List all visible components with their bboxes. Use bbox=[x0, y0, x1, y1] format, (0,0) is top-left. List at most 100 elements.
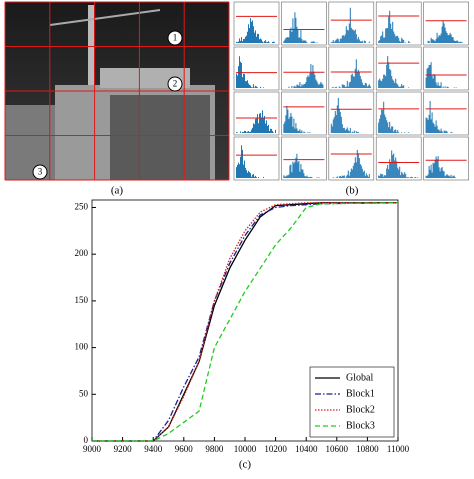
histogram-bar bbox=[453, 175, 455, 178]
histogram-bar bbox=[317, 83, 319, 88]
histogram-bar bbox=[351, 73, 353, 88]
histogram-bar bbox=[429, 169, 431, 178]
histogram-bar bbox=[306, 42, 308, 43]
histogram-bar bbox=[448, 34, 450, 43]
y-tick-label: 150 bbox=[75, 295, 89, 305]
histogram-bar bbox=[258, 176, 259, 178]
histogram-bar bbox=[451, 132, 453, 133]
histogram-bar bbox=[460, 41, 462, 43]
histogram-bar bbox=[368, 84, 370, 88]
histogram-bar bbox=[283, 175, 285, 178]
histogram-bar bbox=[410, 176, 412, 178]
histogram-bar bbox=[364, 41, 366, 43]
histogram-bar bbox=[273, 132, 274, 133]
histogram-bar bbox=[437, 37, 439, 43]
histogram-bar bbox=[449, 176, 451, 178]
histogram-bar bbox=[363, 170, 365, 178]
histogram-bar bbox=[436, 32, 438, 43]
histogram-bar bbox=[426, 176, 428, 178]
histogram-bar bbox=[347, 86, 349, 88]
histogram-bar bbox=[383, 176, 385, 178]
histogram-bar bbox=[453, 87, 455, 88]
histogram-bar bbox=[357, 153, 359, 178]
histogram-bar bbox=[447, 86, 449, 88]
histogram-bar bbox=[347, 130, 349, 133]
histogram-bar bbox=[450, 34, 452, 43]
histogram-bar bbox=[407, 177, 409, 178]
histogram-bar bbox=[353, 163, 355, 178]
line-chart: 0 50 100 150 200 250 9000 9200 9400 9600 9800 10000… bbox=[75, 199, 410, 454]
histogram-bar bbox=[387, 164, 389, 178]
histogram-bar bbox=[340, 38, 342, 43]
histogram-bar bbox=[426, 118, 428, 133]
histogram-bar bbox=[316, 177, 318, 178]
histogram-bar bbox=[347, 170, 349, 178]
histogram-bar bbox=[434, 126, 436, 133]
histogram-bar bbox=[403, 174, 405, 178]
histogram-bar bbox=[360, 165, 362, 178]
histogram-bar bbox=[330, 123, 332, 133]
histogram-bar bbox=[303, 39, 305, 43]
histogram-bar bbox=[247, 131, 248, 133]
histogram-bar bbox=[353, 130, 355, 133]
histogram-bar bbox=[454, 177, 456, 178]
histogram-bar bbox=[237, 42, 238, 43]
histogram-bar bbox=[346, 29, 348, 43]
histogram-bar bbox=[356, 72, 358, 88]
histogram-bar bbox=[355, 162, 357, 178]
histogram-bar bbox=[433, 124, 435, 133]
histogram-bar bbox=[385, 175, 387, 178]
histogram-bar bbox=[284, 121, 286, 133]
histogram-bar bbox=[253, 123, 254, 133]
histogram-bar bbox=[365, 173, 367, 178]
histogram-bar bbox=[247, 31, 248, 43]
histogram-bar bbox=[396, 83, 398, 88]
histogram-bar bbox=[271, 128, 272, 133]
histogram-bar bbox=[399, 166, 401, 178]
histogram-bar bbox=[382, 31, 384, 43]
histogram-bar bbox=[246, 35, 247, 43]
histogram-bar bbox=[384, 114, 386, 133]
panel-caption: (c) bbox=[239, 459, 252, 471]
histogram-bar bbox=[266, 42, 267, 43]
histogram-bar bbox=[396, 161, 398, 178]
histogram-bar bbox=[346, 127, 348, 133]
histogram-bar bbox=[283, 123, 285, 133]
histogram-bar bbox=[249, 172, 250, 178]
histogram-bar bbox=[298, 160, 300, 178]
histogram-bar bbox=[401, 37, 403, 43]
histogram-bar bbox=[389, 10, 391, 44]
histogram-bar bbox=[438, 85, 440, 88]
histogram-bar bbox=[405, 174, 407, 178]
histogram-bar bbox=[339, 175, 341, 178]
histogram-bar bbox=[359, 76, 361, 88]
histogram-bar bbox=[236, 167, 237, 178]
histogram-bar bbox=[304, 132, 306, 133]
histogram-bar bbox=[297, 162, 299, 178]
histogram-bar bbox=[350, 168, 352, 178]
marker-circle bbox=[167, 76, 183, 92]
histogram-bar bbox=[433, 40, 435, 43]
histogram-bar bbox=[446, 131, 448, 133]
histogram-bar bbox=[451, 37, 453, 43]
histogram-bar bbox=[354, 29, 356, 43]
legend-label: Global bbox=[346, 372, 373, 383]
histogram-bar bbox=[257, 33, 258, 43]
histogram-bar bbox=[335, 86, 337, 88]
histogram-bar bbox=[364, 175, 366, 178]
histogram-bar bbox=[315, 79, 317, 88]
histogram-bar bbox=[367, 176, 369, 178]
histogram-bar bbox=[245, 130, 246, 133]
histogram-bar bbox=[261, 117, 262, 133]
histogram-bar bbox=[393, 80, 395, 88]
histogram-bar bbox=[425, 77, 427, 88]
histogram-bar bbox=[439, 171, 441, 178]
histogram-bar bbox=[417, 177, 419, 178]
histogram-bar bbox=[253, 173, 254, 178]
histogram-bar bbox=[305, 40, 307, 43]
histogram-bar bbox=[260, 113, 261, 133]
histogram-bar bbox=[435, 156, 437, 178]
histogram-bar bbox=[316, 42, 318, 43]
histogram-bar bbox=[359, 41, 361, 43]
histogram-bar bbox=[293, 163, 295, 178]
